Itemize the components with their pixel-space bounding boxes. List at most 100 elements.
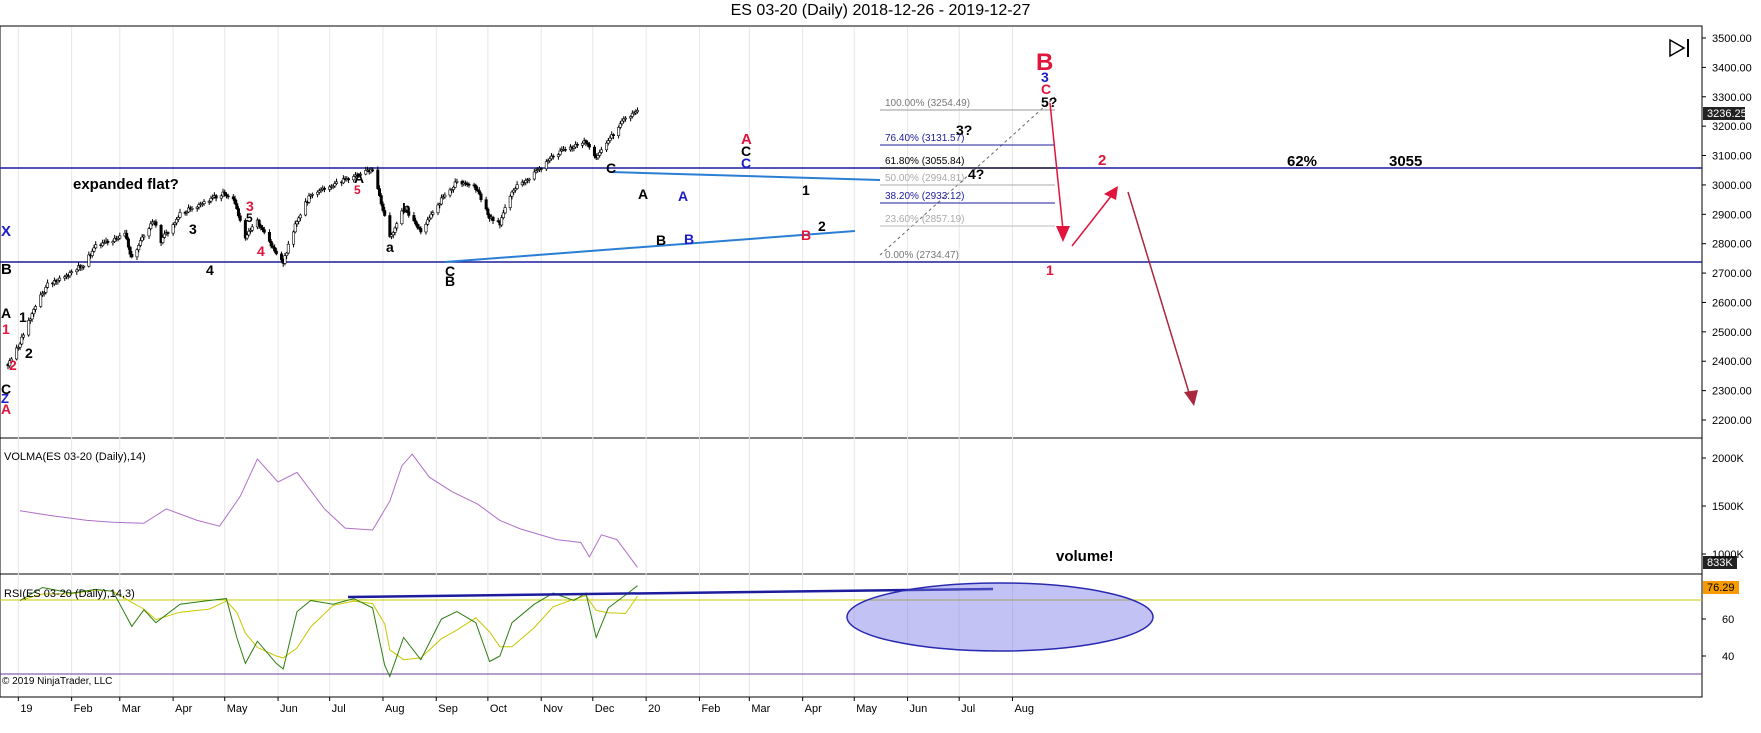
pct62-label: 62% <box>1287 153 1317 170</box>
candle-body <box>539 168 543 170</box>
candle-body <box>223 191 227 195</box>
candle-body <box>249 229 253 232</box>
wave-label: A <box>1 401 11 417</box>
volma-tick-label: 1000K <box>1712 549 1744 561</box>
candle-body <box>245 234 249 239</box>
candle-body <box>606 140 610 144</box>
candle-body <box>484 199 488 210</box>
candle-body <box>395 223 399 229</box>
candle-body <box>550 155 554 160</box>
candle-body <box>405 209 409 212</box>
wave-label: C <box>741 155 751 171</box>
y-tick-label: 3400.00 <box>1712 62 1752 74</box>
candle-body <box>419 228 423 233</box>
wave-label: a <box>386 239 394 255</box>
candle-body <box>376 169 380 189</box>
candle-body <box>16 347 20 349</box>
x-tick-label: Jun <box>280 703 298 715</box>
fib-label-764: 76.40% (3131.57) <box>885 133 965 144</box>
x-tick-label: Nov <box>543 703 563 715</box>
candle-body <box>319 189 323 191</box>
rsi-value-box <box>1703 581 1739 594</box>
wave-label: b <box>402 200 411 216</box>
candle-body <box>488 214 492 219</box>
candle-body <box>94 244 98 249</box>
candle-body <box>273 247 277 252</box>
candle-body <box>629 116 633 119</box>
candle-body <box>185 211 189 214</box>
candle-body <box>500 217 504 226</box>
wave-label: 1 <box>2 321 10 337</box>
candle-body <box>28 318 32 321</box>
price-axis: 3500.00 3400.00 3300.00 3200.00 3100.00 3000.… <box>1702 33 1752 427</box>
candle-body <box>30 313 34 320</box>
candle-body <box>178 212 182 218</box>
x-tick-label: May <box>227 703 248 715</box>
candle-body <box>400 210 404 225</box>
x-tick-label: Feb <box>701 703 720 715</box>
wave-label-b-left: B <box>1 261 12 278</box>
candle-body <box>46 282 50 288</box>
candle-body <box>548 158 552 162</box>
candle-body <box>634 111 638 114</box>
candle-body <box>414 220 418 225</box>
candle-body <box>126 238 130 248</box>
rsi-highlight-ellipse[interactable] <box>846 582 1154 652</box>
fib-label-0: 0.00% (2734.47) <box>885 250 959 261</box>
rsi-value-label: 76.29 <box>1707 582 1735 594</box>
y-tick-label: 3000.00 <box>1712 180 1752 192</box>
candle-body <box>622 118 626 122</box>
candle-body <box>544 161 548 170</box>
candle-body <box>328 186 332 190</box>
trendline-lower[interactable] <box>444 230 856 263</box>
candle-body <box>575 143 579 146</box>
candle-body <box>357 174 361 177</box>
candle-body <box>87 254 91 267</box>
candle-body <box>82 265 86 268</box>
candle-body <box>125 232 129 240</box>
candle-body <box>58 277 62 281</box>
rsi-tick-label: 40 <box>1722 651 1734 663</box>
candle-body <box>250 226 254 231</box>
trendline-upper[interactable] <box>609 171 881 181</box>
candle-body <box>448 189 452 196</box>
candle-body <box>453 181 457 188</box>
candle-body <box>18 343 22 348</box>
candle-body <box>532 171 536 180</box>
fib-label-382: 38.20% (2933.12) <box>885 191 965 202</box>
candle-body <box>142 235 146 238</box>
rsi-divergence-line[interactable] <box>347 587 994 599</box>
x-tick-label: May <box>856 703 877 715</box>
candle-body <box>632 112 636 115</box>
candle-body <box>307 195 311 203</box>
last-price-box <box>1703 107 1745 120</box>
projection-arrows[interactable] <box>1049 102 1198 406</box>
candle-body <box>40 293 44 296</box>
candle-body <box>317 190 321 193</box>
candle-body <box>322 187 326 190</box>
candle-body <box>364 170 368 175</box>
x-tick-label: Mar <box>751 703 770 715</box>
candle-body <box>415 223 419 228</box>
candle-body <box>438 203 442 206</box>
candle-body <box>586 142 590 145</box>
candle-body <box>106 240 110 244</box>
candle-body <box>610 134 614 139</box>
wave-label: Z <box>1 391 9 406</box>
fibonacci-retracement[interactable]: 100.00% (3254.49) 76.40% (3131.57) 61.80… <box>879 96 1056 261</box>
candle-body <box>587 143 591 148</box>
wave-label: A <box>678 188 688 204</box>
y-tick-label: 2600.00 <box>1712 297 1752 309</box>
candle-body <box>390 234 394 237</box>
candle-body <box>309 194 313 197</box>
candle-body <box>431 212 435 215</box>
wave-label: C <box>606 160 616 176</box>
wave-label: B <box>656 232 666 248</box>
x-tick-label: Jul <box>332 703 346 715</box>
play-end-icon[interactable] <box>1669 38 1689 58</box>
candle-body <box>407 211 411 216</box>
candle-body <box>285 252 289 256</box>
candle-body <box>292 231 296 245</box>
wave-label: 1 <box>1046 262 1054 278</box>
